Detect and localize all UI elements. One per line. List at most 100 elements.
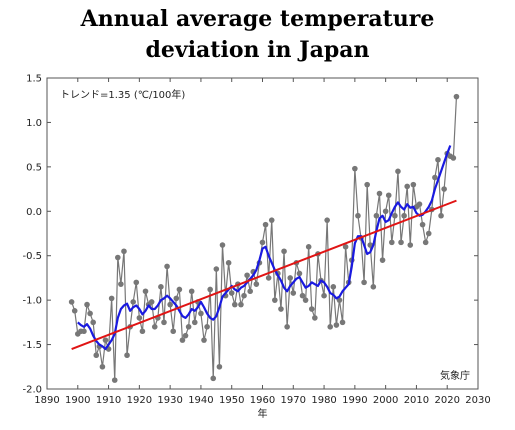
annual-point (170, 328, 177, 335)
annual-point (321, 292, 327, 299)
annual-point (299, 292, 306, 299)
annual-point (373, 212, 380, 219)
annual-point (201, 337, 207, 343)
annual-point (272, 297, 278, 303)
annual-point (259, 239, 266, 246)
annual-point (115, 254, 121, 261)
trend-line (71, 199, 457, 350)
annual-point (167, 301, 173, 308)
annual-point (84, 301, 90, 308)
y-tick-label: 0.5 (26, 162, 42, 173)
annual-point (158, 284, 164, 290)
annual-point (330, 284, 337, 290)
annual-point (179, 337, 186, 343)
annual-point (253, 281, 260, 287)
annual-deviation-points (68, 93, 460, 383)
annual-point (441, 186, 447, 192)
plot-area (68, 93, 460, 383)
annual-point (133, 279, 140, 286)
annual-point (71, 308, 78, 314)
annual-point (213, 266, 220, 272)
annual-point (219, 242, 226, 248)
x-tick-label: 2000 (373, 395, 398, 406)
annual-point (382, 208, 389, 215)
annual-point (404, 183, 410, 190)
annual-point (188, 288, 195, 295)
annual-point (164, 263, 170, 270)
y-axis-ticks: -2.0 -1.5 -1.0 -0.5 0.0 0.5 1.0 1.5 (22, 74, 478, 396)
annual-point (124, 352, 130, 359)
annual-point (204, 324, 210, 330)
annual-point (161, 319, 167, 326)
annual-point (410, 181, 417, 188)
annual-point (296, 270, 303, 277)
x-tick-label: 1890 (34, 395, 59, 406)
annual-point (290, 290, 297, 296)
annual-point (398, 239, 404, 246)
source-annotation: 気象庁 (440, 369, 470, 382)
annual-point (327, 324, 334, 330)
annual-point (389, 239, 395, 246)
annual-point (438, 212, 444, 219)
annual-point (268, 217, 275, 223)
annual-point (182, 332, 189, 339)
annual-point (90, 319, 96, 326)
y-tick-label: 0.0 (26, 207, 42, 218)
annual-point (342, 244, 349, 250)
x-tick-label: 1990 (342, 395, 367, 406)
annual-point (228, 290, 235, 296)
annual-point (287, 275, 294, 281)
x-tick-label: 1900 (65, 395, 90, 406)
annual-point (111, 377, 118, 383)
annual-point (401, 212, 407, 219)
annual-point (87, 310, 93, 317)
annual-point (93, 352, 100, 359)
annual-point (435, 156, 441, 163)
annual-point (151, 324, 158, 330)
annual-point (176, 286, 183, 293)
annual-point (324, 217, 330, 223)
x-tick-label: 2030 (465, 395, 490, 406)
annual-point (422, 239, 429, 246)
x-tick-label: 1940 (188, 395, 213, 406)
y-tick-label: 1.0 (26, 118, 42, 129)
annual-point (262, 221, 269, 228)
y-tick-label: -1.5 (22, 340, 42, 351)
annual-point (364, 181, 370, 188)
annual-point (99, 363, 106, 370)
x-tick-label: 1930 (157, 395, 182, 406)
annual-point (333, 322, 340, 328)
y-tick-label: -0.5 (22, 251, 42, 262)
y-tick-label: -1.0 (22, 296, 42, 307)
annual-point (352, 165, 358, 172)
trend-annotation: トレンド=1.35 (℃/100年) (60, 88, 185, 101)
annual-point (210, 375, 217, 382)
chart-title-line-2: deviation in Japan (145, 37, 370, 63)
annual-point (284, 324, 290, 330)
annual-point (241, 292, 247, 299)
annual-point (432, 174, 438, 181)
annual-point (392, 212, 398, 219)
annual-point (244, 272, 250, 279)
annual-point (121, 248, 127, 255)
annual-point (118, 281, 124, 287)
x-tick-label: 1960 (250, 395, 275, 406)
annual-point (68, 299, 75, 305)
annual-point (139, 328, 146, 335)
annual-point (102, 337, 109, 343)
x-tick-label: 1920 (127, 395, 152, 406)
annual-point (81, 328, 87, 335)
annual-point (305, 244, 312, 250)
x-tick-label: 2020 (434, 395, 459, 406)
annual-point (247, 288, 253, 295)
annual-point (361, 279, 367, 286)
annual-point (148, 299, 155, 305)
annual-point (191, 319, 198, 326)
annual-point (395, 168, 401, 175)
x-tick-label: 1980 (311, 395, 336, 406)
chart-title-line-1: Annual average temperature (80, 6, 435, 32)
annual-deviation-line (71, 96, 458, 381)
annual-point (231, 301, 238, 308)
x-tick-label: 1970 (281, 395, 306, 406)
annual-point (425, 230, 432, 237)
